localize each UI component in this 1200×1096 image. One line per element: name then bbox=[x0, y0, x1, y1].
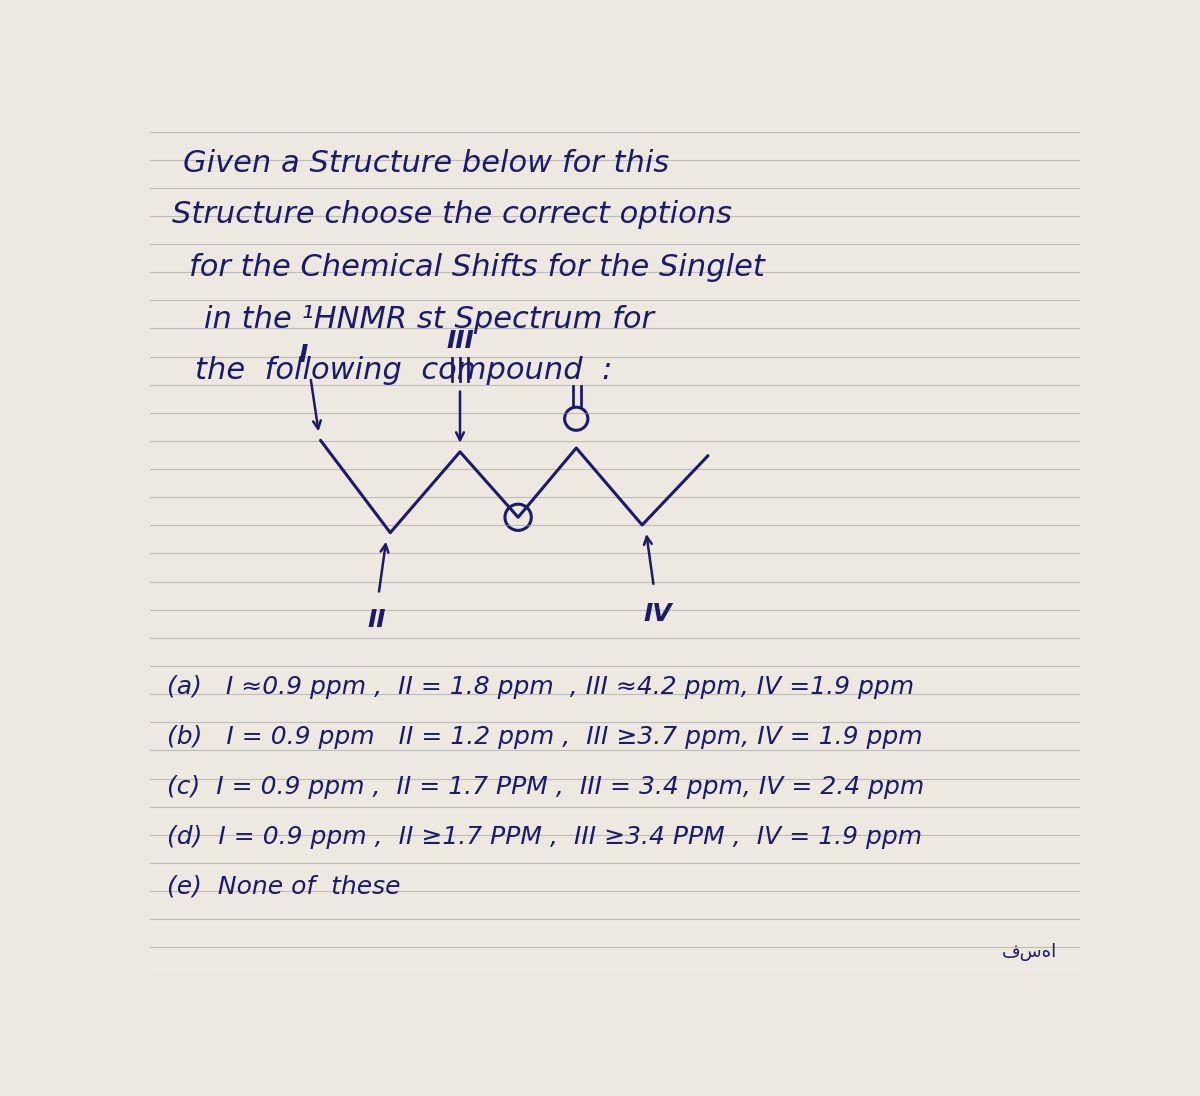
Text: IV: IV bbox=[643, 602, 672, 626]
Text: the  following  compound  :: the following compound : bbox=[194, 356, 612, 386]
Text: (d)  I = 0.9 ppm ,  II ≥1.7 PPM ,  III ≥3.4 PPM ,  IV = 1.9 ppm: (d) I = 0.9 ppm , II ≥1.7 PPM , III ≥3.4… bbox=[167, 825, 922, 848]
Text: III: III bbox=[446, 329, 474, 353]
Text: in the ¹HNMR st Spectrum for: in the ¹HNMR st Spectrum for bbox=[204, 305, 654, 334]
Text: (a)   I ≈0.9 ppm ,  II = 1.8 ppm  , III ≈4.2 ppm, IV =1.9 ppm: (a) I ≈0.9 ppm , II = 1.8 ppm , III ≈4.2… bbox=[167, 675, 914, 698]
Text: (c)  I = 0.9 ppm ,  II = 1.7 PPM ,  III = 3.4 ppm, IV = 2.4 ppm: (c) I = 0.9 ppm , II = 1.7 PPM , III = 3… bbox=[167, 775, 924, 799]
Text: for the Chemical Shifts for the Singlet: for the Chemical Shifts for the Singlet bbox=[188, 252, 764, 282]
Text: فسها: فسها bbox=[1002, 944, 1057, 961]
Text: Given a Structure below for this: Given a Structure below for this bbox=[182, 149, 668, 178]
Text: (b)   I = 0.9 ppm   II = 1.2 ppm ,  III ≥3.7 ppm, IV = 1.9 ppm: (b) I = 0.9 ppm II = 1.2 ppm , III ≥3.7 … bbox=[167, 724, 923, 749]
Text: II: II bbox=[368, 608, 386, 632]
Text: (e)  None of  these: (e) None of these bbox=[167, 875, 401, 899]
Text: Structure choose the correct options: Structure choose the correct options bbox=[172, 201, 732, 229]
Text: I: I bbox=[298, 343, 307, 367]
